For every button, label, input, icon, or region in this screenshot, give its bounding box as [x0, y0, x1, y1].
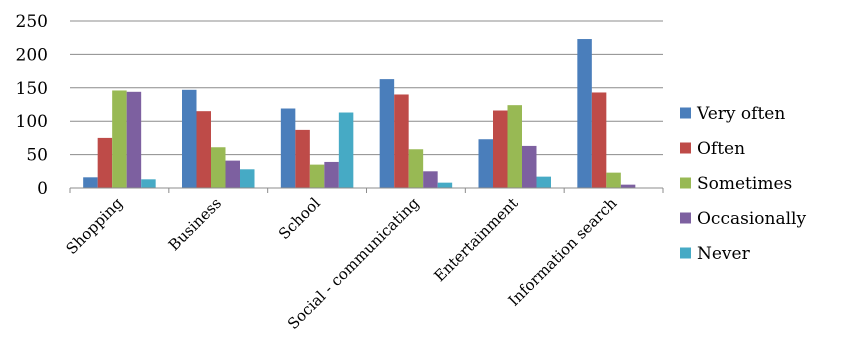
bar-occasionally [126, 91, 142, 188]
bar-never [338, 112, 354, 188]
y-axis-tick-labels: 0 50 100 150 200 250 [16, 12, 48, 199]
bar-often [196, 111, 211, 188]
legend-label: Very often [696, 104, 785, 124]
x-category-label: Shopping [62, 194, 126, 258]
bar-sometimes [309, 164, 325, 188]
y-tick-label: 250 [16, 12, 48, 32]
legend: Very often Often Sometimes Occasionally Neve… [680, 104, 806, 264]
y-tick-label: 150 [16, 79, 48, 99]
y-tick-label: 50 [26, 146, 48, 166]
legend-label: Occasionally [697, 209, 806, 229]
bar-occasionally [225, 160, 240, 188]
bar-never [240, 169, 255, 188]
bar-often [97, 137, 113, 188]
legend-swatch [680, 247, 691, 259]
bar-never [437, 182, 453, 188]
legend-label: Never [697, 244, 751, 264]
bar-sometimes [507, 105, 522, 188]
bar-sometimes [606, 172, 621, 188]
bar-often [295, 129, 310, 188]
legend-swatch [680, 142, 691, 154]
bar-occasionally [324, 161, 339, 188]
x-axis [69, 187, 664, 193]
legend-label: Often [697, 139, 745, 159]
legend-label: Sometimes [697, 174, 792, 194]
x-category-label: Business [165, 194, 225, 254]
bar-often [394, 94, 409, 188]
bar-often [493, 110, 508, 188]
bar-never [141, 179, 156, 188]
gridlines [70, 20, 663, 156]
bar-sometimes [211, 147, 226, 188]
bar-occasionally [423, 171, 438, 188]
y-tick-label: 0 [37, 179, 48, 199]
bar-very-often [577, 39, 592, 189]
y-tick-label: 200 [16, 45, 48, 65]
bar-occasionally [620, 184, 636, 188]
bar-very-often [280, 108, 296, 188]
x-category-label: Information search [505, 194, 621, 310]
legend-swatch [680, 107, 691, 119]
bar-sometimes [408, 149, 424, 188]
bar-occasionally [522, 145, 537, 188]
bar-sometimes [112, 90, 127, 188]
bar-very-often [379, 79, 395, 188]
legend-swatch [680, 177, 691, 189]
x-category-label: Entertainment [430, 194, 521, 285]
bar-never [536, 176, 551, 188]
bar-often [591, 92, 607, 188]
legend-swatch [680, 212, 691, 224]
bar-very-often [478, 139, 493, 188]
bars [83, 39, 636, 189]
bar-very-often [83, 177, 98, 188]
x-category-label: School [275, 194, 324, 243]
y-tick-label: 100 [16, 112, 48, 132]
bar-very-often [182, 89, 197, 188]
